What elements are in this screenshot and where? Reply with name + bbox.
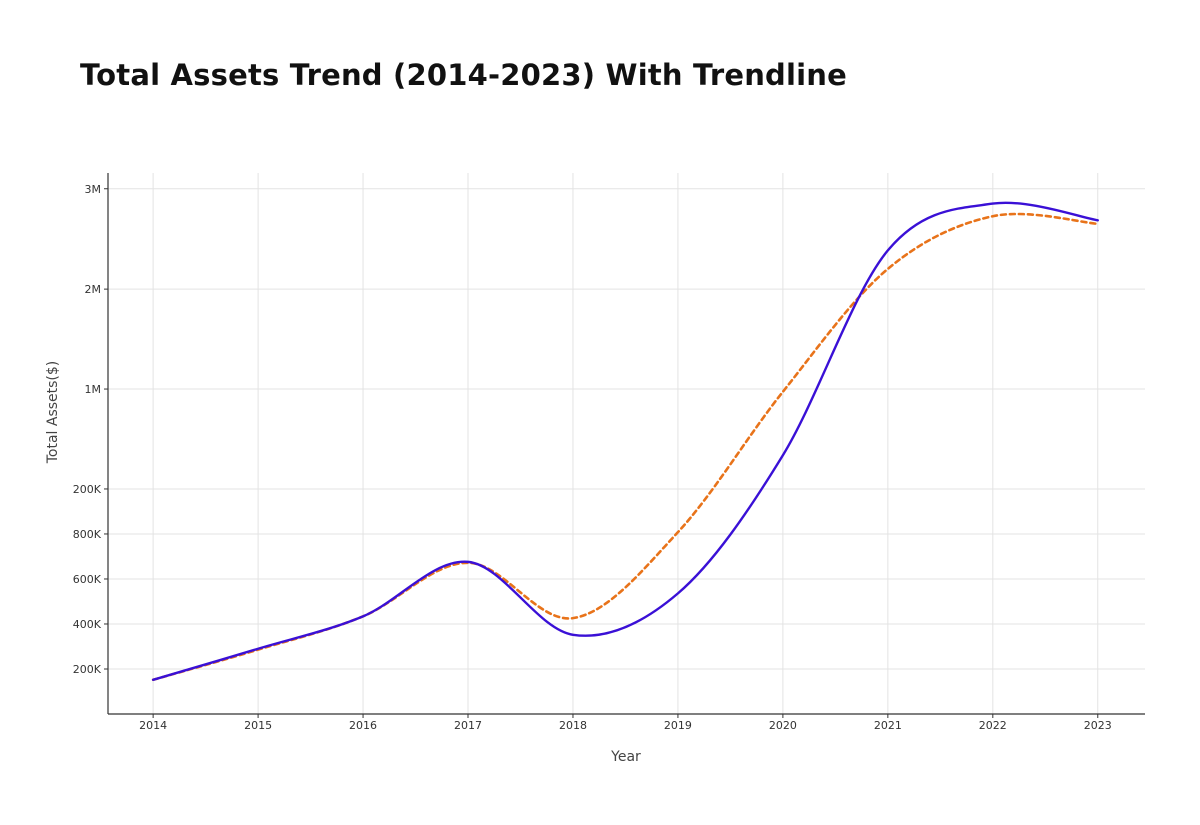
x-tick-label: 2022 bbox=[979, 719, 1007, 732]
y-tick-label: 200K bbox=[73, 663, 102, 676]
y-tick-label: 200K bbox=[73, 483, 102, 496]
x-tick-label: 2015 bbox=[244, 719, 272, 732]
y-tick-label: 600K bbox=[73, 573, 102, 586]
axes bbox=[107, 173, 1145, 715]
x-tick-label: 2017 bbox=[454, 719, 482, 732]
x-tick-label: 2021 bbox=[874, 719, 902, 732]
chart-title: Total Assets Trend (2014-2023) With Tren… bbox=[80, 58, 848, 92]
total-assets-series bbox=[151, 201, 1099, 681]
y-tick-label: 1M bbox=[85, 383, 102, 396]
y-tick-label: 3M bbox=[85, 183, 102, 196]
x-axis-label: Year bbox=[610, 749, 641, 765]
x-tick-label: 2014 bbox=[139, 719, 167, 732]
grid bbox=[108, 173, 1145, 714]
x-tick-label: 2023 bbox=[1084, 719, 1112, 732]
ticks: 2014 2015 2016 2017 2018 2019 2020 2021 2022 2023… bbox=[73, 183, 1112, 732]
y-tick-label: 2M bbox=[85, 283, 102, 296]
y-tick-label: 800K bbox=[73, 528, 102, 541]
x-tick-label: 2019 bbox=[664, 719, 692, 732]
x-tick-label: 2020 bbox=[769, 719, 797, 732]
y-tick-label: 400K bbox=[73, 618, 102, 631]
x-tick-label: 2016 bbox=[349, 719, 377, 732]
x-tick-label: 2018 bbox=[559, 719, 587, 732]
trendline-series bbox=[151, 212, 1100, 682]
series bbox=[151, 201, 1100, 682]
y-axis-label: Total Assets($) bbox=[45, 361, 61, 465]
